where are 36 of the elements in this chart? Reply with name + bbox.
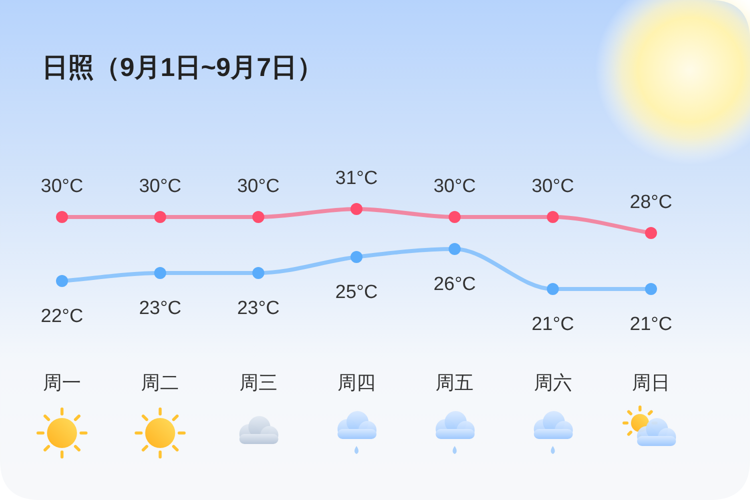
data-label: 30°C	[237, 176, 280, 197]
point	[546, 283, 559, 295]
x-tick-label: 周一	[43, 373, 81, 394]
data-label: 30°C	[532, 176, 574, 197]
x-tick-label: 周二	[141, 373, 180, 394]
point	[448, 211, 461, 223]
point	[252, 211, 264, 223]
data-label: 21°C	[630, 314, 672, 335]
data-label: 30°C	[138, 176, 182, 197]
chart-title: 日照（9月1日~9月7日）	[42, 52, 324, 82]
point	[56, 211, 68, 223]
point	[350, 251, 362, 263]
x-tick-label: 周六	[534, 372, 572, 394]
point	[448, 243, 461, 255]
data-label: 23°C	[138, 298, 182, 319]
data-label: 21°C	[532, 314, 574, 335]
data-label: 28°C	[630, 192, 672, 213]
point	[154, 211, 166, 223]
data-label: 25°C	[335, 282, 378, 303]
x-tick-label: 周四	[338, 373, 376, 394]
data-label: 22°C	[40, 306, 84, 327]
data-label: 31°C	[335, 168, 378, 189]
point	[546, 211, 559, 223]
x-tick-label: 周三	[239, 373, 278, 394]
point	[645, 227, 657, 239]
x-tick-label: 周日	[632, 373, 670, 394]
point	[252, 267, 264, 279]
data-label: 30°C	[433, 176, 476, 197]
point	[645, 283, 657, 295]
data-label: 26°C	[433, 274, 476, 295]
point	[56, 275, 68, 287]
point	[350, 203, 362, 215]
x-tick-label: 周五	[436, 373, 474, 394]
data-label: 30°C	[40, 176, 84, 197]
point	[154, 267, 166, 279]
data-label: 23°C	[237, 298, 280, 319]
